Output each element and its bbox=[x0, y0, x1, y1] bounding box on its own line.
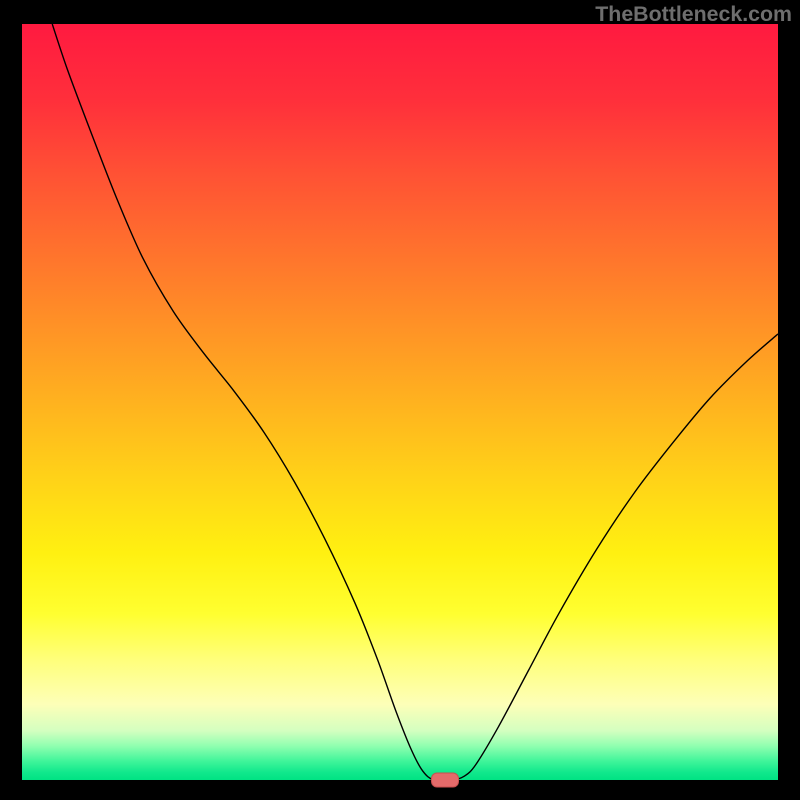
plot-svg bbox=[22, 24, 778, 780]
chart-root: TheBottleneck.com bbox=[0, 0, 800, 800]
optimum-marker bbox=[431, 773, 459, 788]
gradient-fill bbox=[22, 24, 778, 780]
watermark-text: TheBottleneck.com bbox=[595, 2, 792, 27]
plot-area bbox=[22, 24, 778, 780]
